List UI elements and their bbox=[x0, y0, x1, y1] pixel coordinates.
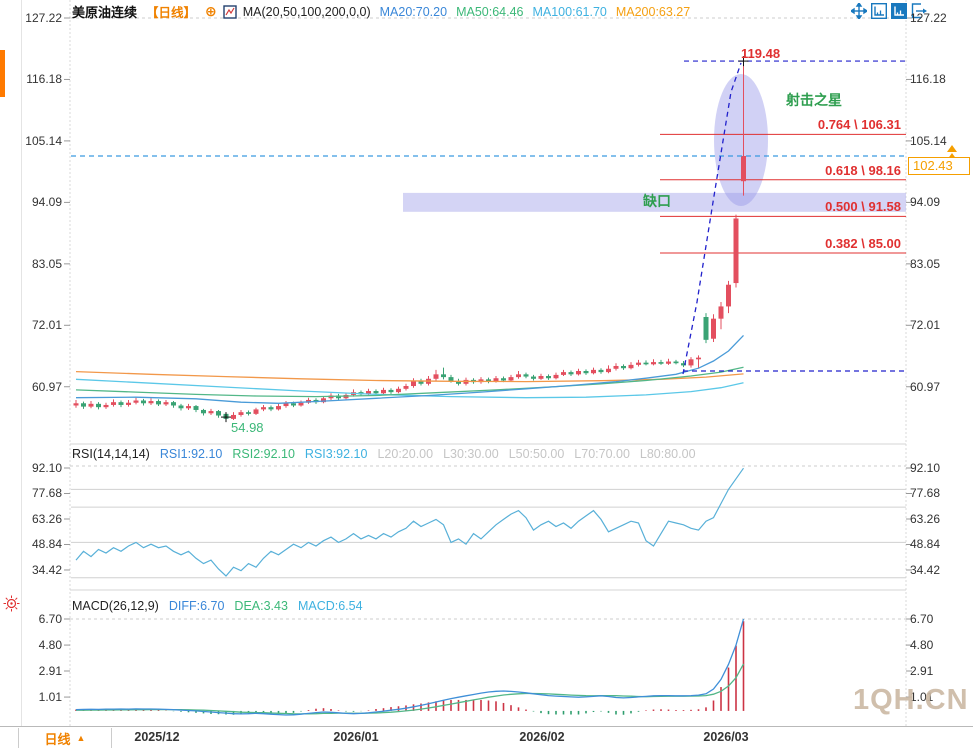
x-axis-date-label: 2026/02 bbox=[519, 730, 565, 744]
add-indicator-icon[interactable]: ⊕ bbox=[205, 3, 217, 19]
fib-label: 0.500 \ 91.58 bbox=[825, 199, 901, 215]
ma100-line bbox=[75, 378, 744, 399]
macd-y-axis-label-left: 1.01 bbox=[38, 690, 62, 705]
macd-y-axis-label-right: 1.01 bbox=[910, 690, 934, 705]
high-price-annotation: 119.48 bbox=[741, 46, 781, 61]
rsi-threshold-label: L80:80.00 bbox=[639, 447, 696, 461]
candlestick-chart-icon[interactable] bbox=[223, 4, 237, 19]
macd-value: MACD:6.54 bbox=[297, 599, 363, 613]
x-axis-date-label: 2026/01 bbox=[333, 730, 379, 744]
rsi-y-axis-label-right: 48.84 bbox=[910, 537, 941, 552]
move-tool-icon[interactable] bbox=[851, 3, 867, 19]
chevron-up-icon: ▲ bbox=[76, 733, 86, 743]
ma50-line bbox=[75, 366, 744, 398]
ma-settings-label[interactable]: MA(20,50,100,200,0,0) bbox=[242, 4, 371, 19]
period-label: 日线 bbox=[44, 731, 71, 747]
main-y-axis-label-right: 116.18 bbox=[910, 72, 946, 87]
fib-label: 0.618 \ 98.16 bbox=[825, 162, 901, 178]
rsi-y-axis-label-right: 63.26 bbox=[910, 511, 941, 526]
rsi-line bbox=[75, 467, 744, 577]
rail-scroll-indicator[interactable] bbox=[0, 50, 5, 97]
main-y-axis-label-right: 72.01 bbox=[910, 318, 941, 333]
period-tag[interactable]: 【日线】 bbox=[146, 6, 197, 20]
macd-y-axis-label-right: 6.70 bbox=[910, 612, 934, 626]
period-selector-button[interactable]: 日线 ▲ bbox=[18, 728, 112, 748]
macd-title[interactable]: MACD(26,12,9) bbox=[72, 599, 159, 613]
rsi-y-axis-label-left: 92.10 bbox=[31, 461, 62, 475]
gap-highlight-band bbox=[403, 192, 906, 212]
fib-label: 0.382 \ 85.00 bbox=[825, 235, 901, 251]
main-y-axis-label-right: 83.05 bbox=[910, 256, 941, 271]
rsi3-value: RSI3:92.10 bbox=[304, 447, 368, 461]
price-up-arrow bbox=[947, 145, 957, 152]
detach-window-icon[interactable] bbox=[911, 3, 927, 19]
target-icon[interactable] bbox=[3, 595, 20, 612]
macd-y-axis-label-left: 2.91 bbox=[38, 663, 62, 678]
diff-value: DIFF:6.70 bbox=[168, 599, 225, 613]
x-axis-date-label: 2025/12 bbox=[134, 730, 180, 744]
main-y-axis-label-right: 105.14 bbox=[910, 133, 947, 148]
dea-value: DEA:3.43 bbox=[234, 599, 288, 613]
low-price-annotation: 54.98 bbox=[231, 420, 264, 435]
rsi-y-axis-label-right: 92.10 bbox=[910, 461, 941, 475]
axis-scale-active-icon[interactable] bbox=[891, 3, 907, 19]
ma50-value: MA50:64.46 bbox=[456, 4, 524, 19]
main-y-axis-label-left: 60.97 bbox=[31, 379, 62, 394]
x-axis-date-label: 2026/03 bbox=[703, 730, 749, 744]
left-rail bbox=[0, 0, 22, 726]
ma200-line bbox=[75, 370, 744, 383]
watermark: 1QH.CN bbox=[853, 684, 969, 716]
rsi-threshold-label: L20:20.00 bbox=[377, 447, 434, 461]
main-y-axis-label-left: 116.18 bbox=[26, 72, 62, 87]
chart-toolbar bbox=[851, 3, 927, 19]
rsi-y-axis-label-right: 77.68 bbox=[910, 486, 941, 501]
ma20-line bbox=[75, 334, 744, 404]
rsi-level-values: L20:20.00 L30:30.00 L50:50.00 L70:70.00 L80:… bbox=[377, 447, 695, 461]
macd-histogram bbox=[75, 621, 745, 715]
rsi-y-axis-label-left: 77.68 bbox=[31, 486, 62, 501]
main-y-axis-label-right: 94.09 bbox=[910, 195, 941, 210]
rsi1-value: RSI1:92.10 bbox=[159, 447, 223, 461]
symbol-title: 美原油连续 bbox=[72, 5, 138, 20]
rsi-y-axis-label-left: 63.26 bbox=[31, 511, 62, 526]
macd-y-axis-label-right: 4.80 bbox=[910, 638, 934, 653]
shooting-star-ellipse bbox=[714, 74, 768, 206]
macd-y-axis-label-left: 6.70 bbox=[38, 612, 62, 626]
rsi2-value: RSI2:92.10 bbox=[232, 447, 295, 461]
main-y-axis-label-right: 127.22 bbox=[910, 11, 947, 25]
rsi-y-axis-label-left: 34.42 bbox=[31, 562, 62, 577]
rsi-header: RSI(14,14,14) RSI1:92.10 RSI2:92.10 RSI3… bbox=[72, 447, 696, 461]
rsi-threshold-label: L50:50.00 bbox=[508, 447, 565, 461]
ma200-value: MA200:63.27 bbox=[615, 4, 691, 19]
axis-scale-icon[interactable] bbox=[871, 3, 887, 19]
shooting-star-annotation: 射击之星 bbox=[786, 92, 842, 108]
candlestick-series bbox=[73, 61, 746, 421]
rsi-threshold-label: L30:30.00 bbox=[443, 447, 499, 461]
ma100-value: MA100:61.70 bbox=[532, 4, 607, 19]
rsi-y-axis-label-left: 48.84 bbox=[31, 537, 62, 552]
main-chart-header: 美原油连续 【日线】 ⊕ MA(20,50,100,200,0,0) MA20:… bbox=[72, 2, 690, 21]
rsi-title[interactable]: RSI(14,14,14) bbox=[72, 447, 150, 461]
main-y-axis-label-left: 72.01 bbox=[31, 318, 62, 333]
fib-label: 0.764 \ 106.31 bbox=[817, 117, 901, 133]
trend-line bbox=[682, 62, 742, 375]
ma20-value: MA20:70.20 bbox=[379, 4, 448, 19]
main-y-axis-label-left: 94.09 bbox=[31, 195, 62, 210]
rsi-y-axis-label-right: 34.42 bbox=[910, 562, 941, 577]
time-axis-bar: 日线 ▲ 2025/12 2026/01 2026/02 2026/03 bbox=[0, 726, 973, 748]
rsi-threshold-label: L70:70.00 bbox=[574, 447, 630, 461]
macd-y-axis-label-left: 4.80 bbox=[38, 638, 62, 653]
last-price-tag: 102.43 bbox=[908, 157, 970, 175]
dea-line bbox=[76, 663, 745, 715]
main-y-axis-label-left: 83.05 bbox=[31, 256, 62, 271]
main-y-axis-label-left: 105.14 bbox=[25, 133, 62, 148]
diff-line bbox=[75, 618, 745, 716]
macd-y-axis-label-right: 2.91 bbox=[910, 663, 934, 678]
macd-header: MACD(26,12,9) DIFF:6.70 DEA:3.43 MACD:6.… bbox=[72, 599, 363, 613]
gap-annotation: 缺口 bbox=[643, 193, 671, 209]
main-y-axis-label-left: 127.22 bbox=[25, 11, 62, 25]
main-y-axis-label-right: 60.97 bbox=[910, 379, 941, 394]
